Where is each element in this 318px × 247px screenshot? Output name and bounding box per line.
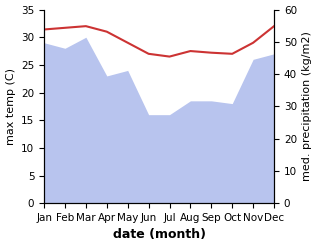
Y-axis label: med. precipitation (kg/m2): med. precipitation (kg/m2) — [302, 31, 313, 181]
X-axis label: date (month): date (month) — [113, 228, 205, 242]
Y-axis label: max temp (C): max temp (C) — [5, 68, 16, 145]
